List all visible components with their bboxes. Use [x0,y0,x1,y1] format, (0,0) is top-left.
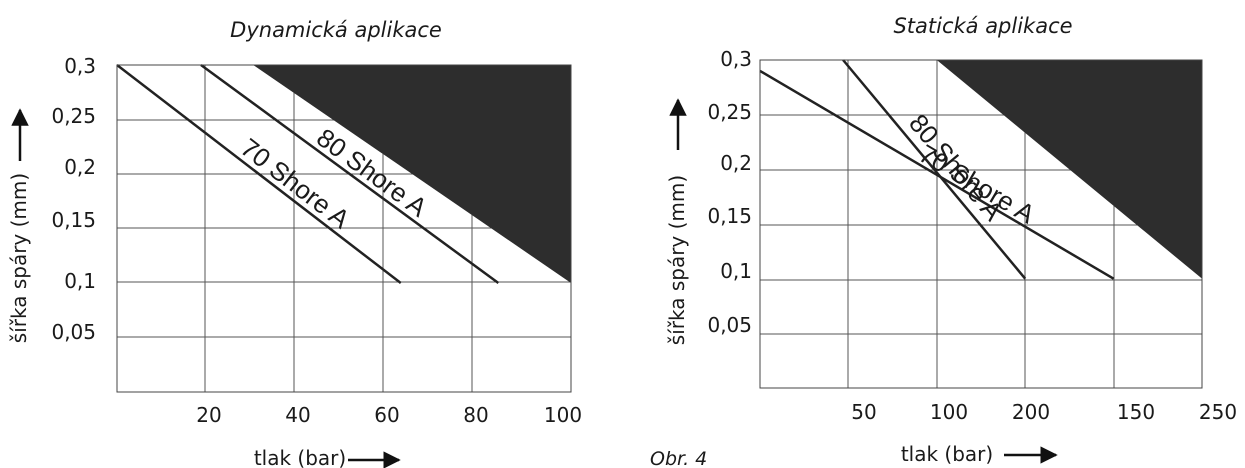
y-tick-label: 0,25 [707,100,752,124]
y-axis-label: šířka spáry (mm) [665,175,689,345]
series-label-90-shore-a: 90 Shore A [589,93,713,191]
x-tick-label: 20 [196,403,221,427]
x-axis-label: tlak (bar) [254,446,346,468]
y-tick-label: 0,1 [64,269,96,293]
series-label-80-shore-a: 80 Shore A [903,108,1009,227]
figure-caption: Obr. 4 [650,448,707,468]
plot-frame [759,59,1203,389]
y-tick-label: 0,05 [707,313,752,337]
zone-90-shore-a [253,65,571,283]
x-tick-label: 60 [374,403,399,427]
zone-90-shore-a [936,60,1202,279]
y-axis-label: šířka spáry (mm) [7,173,31,343]
x-tick-label: 80 [463,403,488,427]
chart-dynamic: 70 Shore A80 Shore A 90 Shore A Dynamická… [7,18,713,468]
series-line-80-shore-a [842,59,1027,280]
y-tick-label: 0,3 [720,47,752,71]
x-tick-label: 100 [930,400,968,424]
y-tick-label: 0,2 [64,155,96,179]
x-tick-label: 40 [285,403,310,427]
chart-static: 70 Shore A80 Shore A90 Shore A Statická … [665,14,1237,466]
x-tick-label: 50 [851,400,876,424]
x-axis-label: tlak (bar) [901,442,993,466]
x-tick-label: 250 [1199,400,1237,424]
chart-title: Dynamická aplikace [230,18,442,42]
series-line-70-shore-a [116,64,402,284]
chart-title: Statická aplikace [893,14,1072,38]
shore-zones: 70 Shore A80 Shore A90 Shore A [759,59,1202,280]
x-tick-label: 200 [1012,400,1050,424]
y-tick-label: 0,15 [51,208,96,232]
plot-frame [116,64,572,393]
x-tick-label: 100 [544,403,582,427]
y-tick-label: 0,05 [51,320,96,344]
y-tick-label: 0,1 [720,259,752,283]
y-tick-label: 0,15 [707,204,752,228]
x-tick-label: 150 [1117,400,1155,424]
y-tick-label: 0,3 [64,54,96,78]
y-tick-label: 0,2 [720,151,752,175]
series-line-80-shore-a [200,63,500,285]
series-line-70-shore-a [759,69,1115,280]
y-tick-label: 0,25 [51,104,96,128]
